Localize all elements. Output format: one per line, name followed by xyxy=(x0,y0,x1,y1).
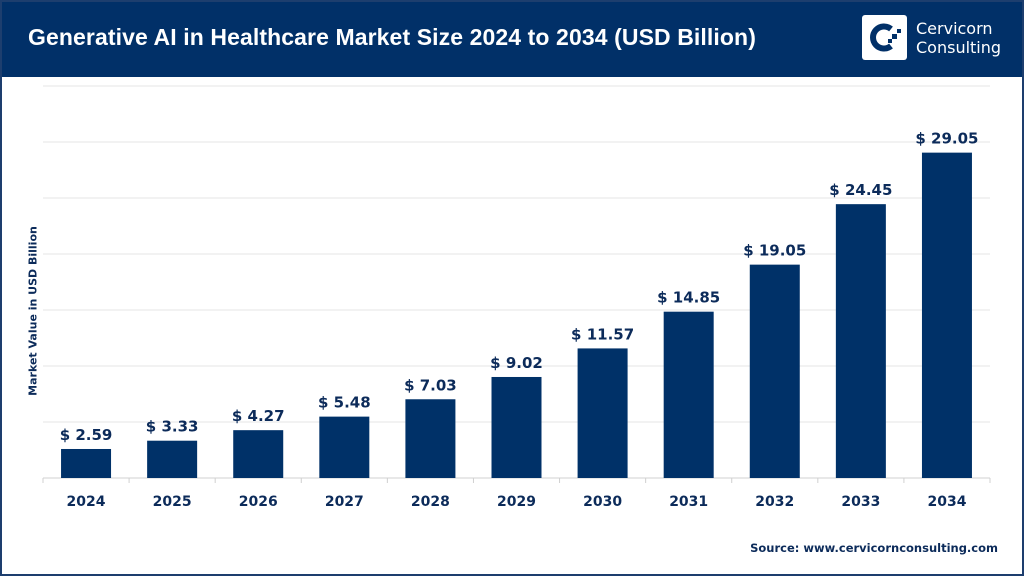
x-tick-label: 2032 xyxy=(755,494,794,510)
x-tick-label: 2025 xyxy=(153,494,192,510)
data-label: $ 5.48 xyxy=(318,394,371,412)
bar-2032 xyxy=(749,264,800,478)
bar-2033 xyxy=(835,204,886,478)
data-label: $ 19.05 xyxy=(743,242,806,260)
x-tick-label: 2026 xyxy=(239,494,278,510)
bar-2028 xyxy=(405,399,456,478)
bar-2025 xyxy=(147,440,198,478)
x-tick-label: 2027 xyxy=(325,494,364,510)
data-label: $ 29.05 xyxy=(915,130,978,148)
x-tick-label: 2033 xyxy=(841,494,880,510)
bar-2034 xyxy=(921,152,972,478)
bar-2027 xyxy=(319,416,370,478)
x-tick-label: 2031 xyxy=(669,494,708,510)
logo-mark-icon xyxy=(862,15,907,60)
data-label: $ 2.59 xyxy=(60,426,113,444)
x-tick-label: 2029 xyxy=(497,494,536,510)
x-tick-label: 2034 xyxy=(927,494,966,510)
chart-title: Generative AI in Healthcare Market Size … xyxy=(28,24,756,50)
x-tick-label: 2030 xyxy=(583,494,622,510)
logo-text-2: Consulting xyxy=(916,37,1002,57)
company-logo: Cervicorn Consulting xyxy=(862,15,1001,60)
header-banner: Generative AI in Healthcare Market Size … xyxy=(0,0,1024,77)
data-label: $ 7.03 xyxy=(404,376,457,394)
data-label: $ 3.33 xyxy=(146,418,199,436)
data-label: $ 4.27 xyxy=(232,407,285,425)
data-label: $ 11.57 xyxy=(571,325,634,343)
data-label: $ 14.85 xyxy=(657,289,720,307)
logo-text-1: Cervicorn xyxy=(916,18,993,38)
data-label: $ 24.45 xyxy=(829,181,892,199)
bar-2030 xyxy=(577,348,628,478)
x-tick-label: 2028 xyxy=(411,494,450,510)
x-tick-label: 2024 xyxy=(67,494,106,510)
source-text: Source: www.cervicornconsulting.com xyxy=(750,541,998,555)
data-label: $ 9.02 xyxy=(490,354,543,372)
bar-2024 xyxy=(61,448,112,478)
bar-2029 xyxy=(491,376,542,478)
bar-2026 xyxy=(233,430,284,478)
bar-2031 xyxy=(663,311,714,478)
